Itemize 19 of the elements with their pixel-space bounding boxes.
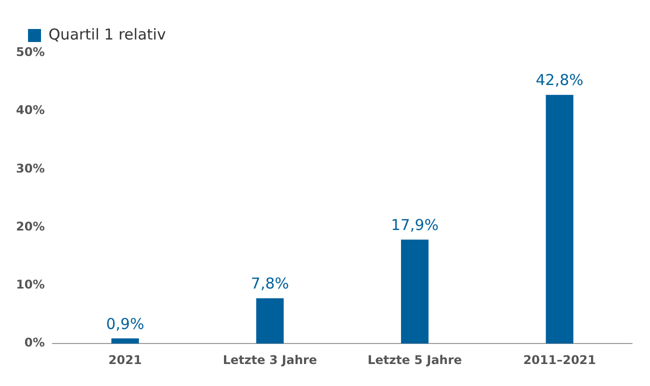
x-tick-label: 2021 <box>108 352 142 367</box>
y-tick-label: 0% <box>24 336 45 350</box>
y-tick-label: 30% <box>16 161 45 176</box>
y-tick-label: 40% <box>16 103 45 118</box>
data-label: 17,9% <box>390 216 439 234</box>
data-label: 42,8% <box>536 71 584 90</box>
y-tick-label: 20% <box>16 219 45 234</box>
data-label: 0,9% <box>106 314 144 333</box>
bar <box>111 338 139 344</box>
data-label: 7,8% <box>250 274 290 293</box>
legend-label: Quartil 1 relativ <box>48 25 166 44</box>
bar <box>401 240 429 344</box>
x-tick-label: 2011–2021 <box>523 352 596 367</box>
y-tick-label: 50% <box>16 45 45 60</box>
y-tick-label: 10% <box>16 278 45 292</box>
bar <box>256 298 284 344</box>
bar <box>546 94 574 344</box>
x-tick-label: Letzte 3 Jahre <box>222 352 318 367</box>
x-tick-label: Letzte 5 Jahre <box>368 352 462 367</box>
